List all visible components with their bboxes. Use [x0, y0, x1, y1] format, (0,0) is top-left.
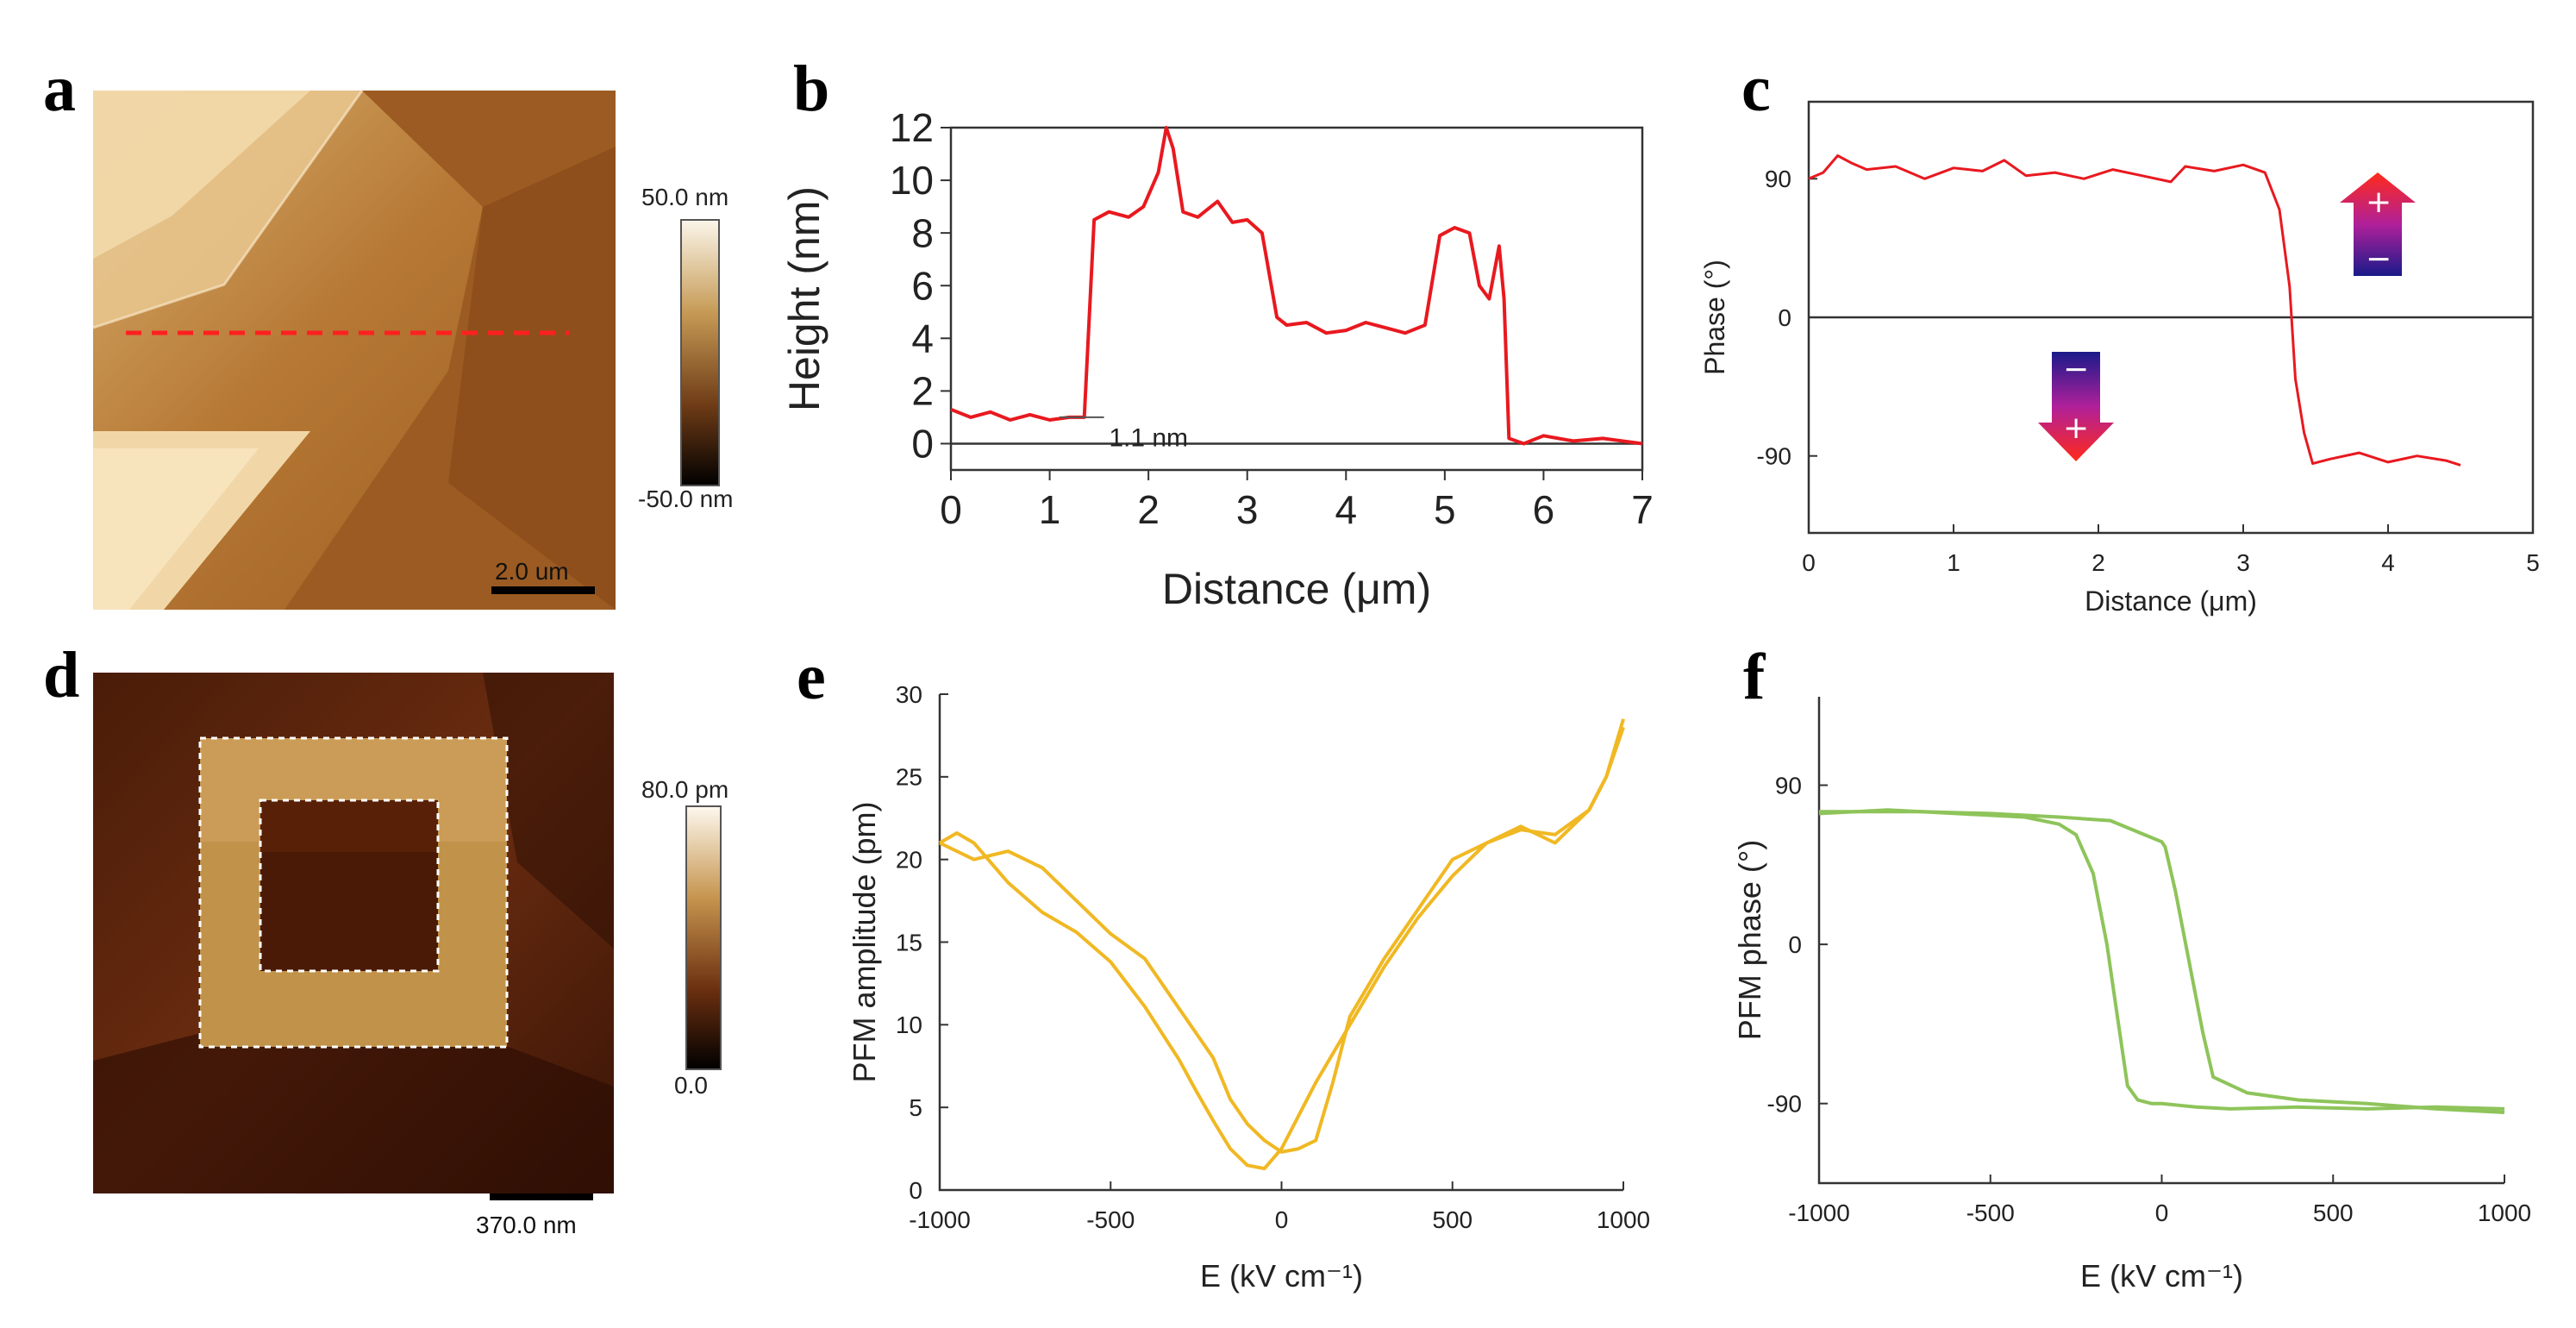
afm-topography-image [92, 90, 616, 610]
y-tick-label-b: 10 [890, 158, 934, 203]
outer-poled-region [198, 736, 509, 1049]
x-tick-label-b: 7 [1631, 487, 1654, 532]
up-arrow-plus: + [2366, 185, 2392, 220]
y-axis-label-e: PFM amplitude (pm) [847, 801, 882, 1082]
annotation-label-b: 1.1 nm [1109, 424, 1188, 453]
y-tick-label-f: 90 [1775, 772, 1802, 799]
y-tick-label-b: 12 [890, 105, 934, 150]
x-tick-label-e: -1000 [909, 1206, 971, 1233]
y-tick-label-b: 0 [911, 422, 934, 467]
x-tick-label-e: 1000 [1597, 1206, 1650, 1233]
down-arrow-plus: + [2063, 410, 2089, 446]
y-axis-label-c: Phase (°) [1699, 260, 1730, 375]
polarization-up-arrow: + − [2340, 172, 2416, 277]
up-arrow-minus: − [2366, 241, 2392, 277]
x-tick-label-e: 0 [1275, 1206, 1289, 1233]
colorbar-a [680, 219, 720, 486]
x-tick-label-c: 1 [1947, 549, 1960, 576]
y-tick-label-e: 10 [896, 1012, 922, 1038]
y-tick-label-f: 0 [1788, 931, 1802, 958]
x-tick-label-c: 0 [1802, 549, 1816, 576]
scalebar-d-label: 370.0 nm [476, 1212, 577, 1238]
y-tick-label-c: -90 [1757, 443, 1791, 470]
series-line-b-height [950, 126, 1643, 446]
y-axis-label-f: PFM phase (°) [1732, 840, 1767, 1040]
y-tick-label-e: 0 [909, 1177, 922, 1204]
y-tick-label-c: 0 [1778, 304, 1791, 331]
inner-poled-region [259, 799, 440, 973]
x-tick-label-c: 4 [2381, 549, 2395, 576]
x-tick-label-f: 1000 [2478, 1200, 2531, 1226]
panel-label-d: d [43, 639, 79, 711]
y-tick-label-e: 15 [896, 929, 922, 955]
y-tick-label-b: 4 [911, 316, 934, 360]
series-line-e-reverse [939, 718, 1625, 1154]
x-tick-label-c: 3 [2236, 549, 2250, 576]
plot-frame-b [949, 126, 1644, 472]
plot-axes-e [938, 694, 1623, 1192]
x-tick-label-f: -1000 [1788, 1200, 1850, 1226]
x-axis-label-b: Distance (μm) [1162, 565, 1431, 613]
series-line-f-forward [1818, 808, 2505, 1111]
colorbar-a-min: -50.0 nm [638, 485, 734, 512]
x-tick-label-b: 3 [1236, 487, 1259, 532]
scalebar-a-label: 2.0 um [495, 558, 569, 585]
panel-label-f: f [1743, 641, 1766, 713]
panel-label-e: e [797, 641, 826, 713]
panel-label-c: c [1741, 53, 1771, 125]
colorbar-a-max: 50.0 nm [641, 184, 728, 210]
polarization-down-arrow: − + [2038, 352, 2114, 461]
x-tick-label-b: 5 [1434, 487, 1456, 532]
x-tick-label-f: 500 [2313, 1200, 2354, 1226]
series-line-f-reverse [1819, 810, 2505, 1114]
pfm-amplitude-image [93, 673, 614, 1193]
x-tick-label-c: 2 [2091, 549, 2105, 576]
x-axis-label-e: E (kV cm⁻¹) [1200, 1258, 1363, 1294]
x-tick-label-b: 6 [1533, 487, 1555, 532]
x-axis-label-f: E (kV cm⁻¹) [2080, 1258, 2243, 1294]
y-tick-label-e: 30 [896, 681, 922, 708]
x-tick-label-f: -500 [1966, 1200, 2015, 1226]
x-tick-label-b: 4 [1335, 487, 1357, 532]
panel-label-b: b [793, 53, 829, 125]
x-tick-label-c: 5 [2526, 549, 2540, 576]
x-tick-label-f: 0 [2155, 1200, 2169, 1226]
y-tick-label-e: 25 [896, 764, 922, 791]
phase-profile-chart: 0 1 2 3 4 5 -90 0 90 Distance (μm) Phase (°) [1699, 100, 2540, 617]
down-arrow-minus: − [2063, 352, 2089, 387]
scalebar-a [491, 586, 595, 594]
y-tick-label-b: 8 [911, 210, 934, 255]
series-line-e-forward [938, 726, 1625, 1171]
colorbar-d-max: 80.0 pm [641, 776, 728, 803]
x-tick-label-e: 500 [1432, 1206, 1472, 1233]
y-tick-label-e: 5 [909, 1094, 922, 1121]
colorbar-d-min: 0.0 [674, 1072, 708, 1099]
series-line-c-phase [1808, 154, 2461, 467]
x-tick-label-e: -500 [1086, 1206, 1135, 1233]
y-tick-label-b: 2 [911, 368, 934, 413]
y-tick-label-b: 6 [911, 263, 934, 308]
x-tick-label-b: 1 [1039, 487, 1061, 532]
colorbar-d [685, 805, 722, 1070]
pfm-phase-loop-chart: -1000 -500 0 500 1000 -90 0 90 E (kV cm⁻¹) PFM ph… [1732, 697, 2531, 1294]
y-tick-label-f: -90 [1767, 1091, 1802, 1118]
plot-axes-f [1817, 697, 2504, 1185]
y-tick-label-c: 90 [1765, 166, 1791, 192]
y-axis-label-b: Height (nm) [780, 186, 828, 411]
x-tick-label-b: 0 [940, 487, 962, 532]
y-tick-label-e: 20 [896, 846, 922, 873]
x-axis-label-c: Distance (μm) [2085, 586, 2257, 617]
scalebar-d [490, 1193, 593, 1200]
pfm-amplitude-loop-chart: -1000 -500 0 500 1000 0 5 10 15 20 25 30 E (kV cm⁻¹)… [847, 681, 1650, 1294]
x-tick-label-b: 2 [1137, 487, 1160, 532]
panel-label-a: a [43, 53, 76, 125]
